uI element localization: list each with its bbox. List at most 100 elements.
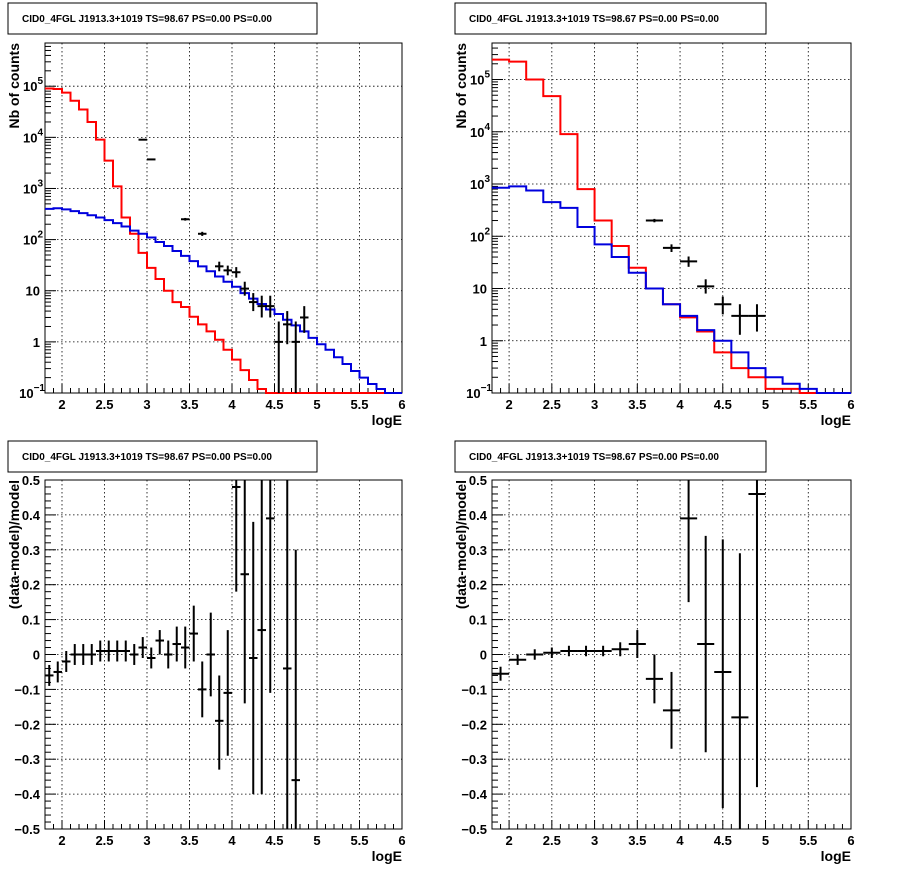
y-axis-label: Nb of counts [453, 43, 469, 129]
title-box [7, 440, 318, 473]
x-tick-label: 3.5 [180, 397, 198, 412]
x-tick-label: 2 [505, 833, 512, 848]
plot-frame [44, 479, 403, 830]
x-tick-label: 4 [676, 833, 684, 848]
x-tick-label: 6 [847, 397, 854, 412]
y-tick-label: −0.2 [461, 717, 487, 732]
x-tick-label: 2.5 [95, 397, 113, 412]
x-tick-label: 4.5 [265, 833, 283, 848]
y-tick-label: 105 [470, 70, 490, 88]
series-source-model [492, 185, 851, 394]
y-tick-label: 10 [26, 284, 40, 299]
panel-3: CID0_4FGL J1913.3+1019 TS=98.67 PS=0.00 … [6, 440, 406, 864]
y-axis [492, 479, 503, 830]
x-tick-label: 5.5 [350, 833, 368, 848]
chart-title: CID0_4FGL J1913.3+1019 TS=98.67 PS=0.00 … [469, 452, 719, 463]
y-tick-label: 0.4 [22, 508, 41, 523]
title-box [454, 2, 767, 35]
x-axis-label: logE [372, 848, 402, 864]
y-tick-label: −0.1 [461, 682, 487, 697]
y-tick-label: −0.1 [14, 682, 40, 697]
y-axis-label: (data-model)/model [453, 480, 469, 609]
y-tick-label: 105 [23, 76, 43, 94]
y-tick-label: 0.2 [22, 578, 40, 593]
y-tick-label: 103 [470, 174, 490, 192]
x-axis-label: logE [821, 848, 851, 864]
y-tick-label: 10−1 [466, 383, 492, 401]
x-tick-label: 5.5 [350, 397, 368, 412]
y-tick-label: 102 [470, 226, 490, 244]
y-tick-label: 0.3 [469, 543, 487, 558]
x-tick-label: 4.5 [714, 397, 732, 412]
x-tick-label: 2.5 [95, 833, 113, 848]
x-tick-label: 4 [228, 397, 236, 412]
panel-4: CID0_4FGL J1913.3+1019 TS=98.67 PS=0.00 … [453, 440, 855, 864]
y-tick-label: 1 [480, 334, 487, 349]
x-tick-label: 3 [143, 833, 150, 848]
y-tick-label: 0 [480, 648, 487, 663]
x-tick-label: 3.5 [180, 833, 198, 848]
chart-title: CID0_4FGL J1913.3+1019 TS=98.67 PS=0.00 … [22, 452, 272, 463]
y-tick-label: 0.5 [469, 473, 487, 488]
x-axis [44, 820, 403, 829]
grid-lines [45, 43, 402, 393]
y-tick-label: −0.5 [461, 822, 487, 837]
y-tick-label: 1 [33, 335, 40, 350]
y-axis [45, 42, 56, 394]
x-tick-label: 4 [228, 833, 236, 848]
y-tick-label: −0.2 [14, 717, 40, 732]
data-points [492, 480, 766, 829]
x-tick-label: 6 [398, 397, 405, 412]
x-tick-label: 2 [505, 397, 512, 412]
x-tick-label: 5 [762, 397, 769, 412]
title-box [7, 2, 318, 35]
x-tick-label: 3.5 [628, 397, 646, 412]
series-total-model [45, 87, 402, 394]
x-tick-label: 2.5 [543, 397, 561, 412]
data-points [138, 138, 309, 393]
x-axis-label: logE [821, 412, 851, 428]
x-tick-label: 5.5 [799, 833, 817, 848]
x-tick-label: 6 [398, 833, 405, 848]
y-tick-label: 0.2 [469, 578, 487, 593]
y-tick-label: −0.4 [14, 787, 40, 802]
x-tick-label: 6 [847, 833, 854, 848]
x-tick-label: 5 [762, 833, 769, 848]
x-tick-label: 4.5 [714, 833, 732, 848]
panel-1: CID0_4FGL J1913.3+1019 TS=98.67 PS=0.00 … [6, 2, 406, 428]
x-tick-label: 5 [313, 397, 320, 412]
y-tick-label: 0.4 [469, 508, 488, 523]
y-tick-label: −0.5 [14, 822, 40, 837]
y-tick-label: 0.1 [469, 613, 487, 628]
y-axis [45, 479, 56, 830]
x-tick-label: 2 [58, 833, 65, 848]
series-total-model [492, 58, 851, 394]
panel-2: CID0_4FGL J1913.3+1019 TS=98.67 PS=0.00 … [453, 2, 855, 428]
x-tick-label: 4 [676, 397, 684, 412]
y-tick-label: 104 [470, 122, 490, 140]
chart-title: CID0_4FGL J1913.3+1019 TS=98.67 PS=0.00 … [469, 14, 719, 25]
grid-lines [492, 480, 851, 829]
chart-title: CID0_4FGL J1913.3+1019 TS=98.67 PS=0.00 … [22, 14, 272, 25]
y-axis [492, 42, 503, 394]
x-axis-label: logE [372, 412, 402, 428]
y-axis-label: Nb of counts [6, 43, 22, 129]
y-tick-label: 102 [23, 230, 43, 248]
series-source-model [45, 207, 402, 394]
x-tick-label: 5.5 [799, 397, 817, 412]
x-axis [491, 820, 852, 829]
y-tick-label: 0.1 [22, 613, 40, 628]
y-tick-label: 0.3 [22, 543, 40, 558]
data-points [645, 218, 766, 335]
x-tick-label: 2 [58, 397, 65, 412]
y-tick-label: −0.3 [461, 752, 487, 767]
y-tick-label: 103 [23, 178, 43, 196]
grid-lines [45, 480, 402, 829]
y-tick-label: 0 [33, 648, 40, 663]
x-tick-label: 2.5 [543, 833, 561, 848]
y-tick-label: −0.4 [461, 787, 487, 802]
y-tick-label: −0.3 [14, 752, 40, 767]
y-axis-label: (data-model)/model [6, 480, 22, 609]
x-tick-label: 4.5 [265, 397, 283, 412]
